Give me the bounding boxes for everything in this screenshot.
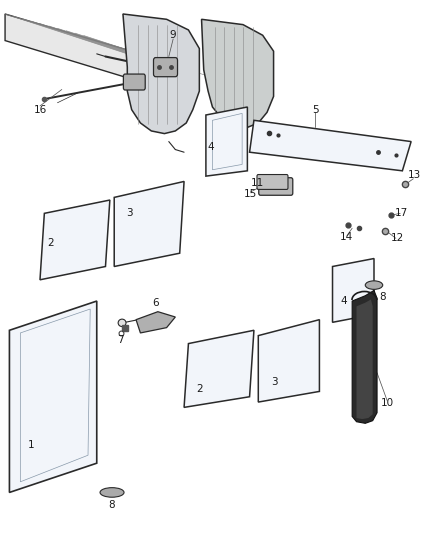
Polygon shape bbox=[184, 330, 254, 407]
Text: 4: 4 bbox=[207, 142, 214, 152]
Polygon shape bbox=[357, 300, 373, 419]
Text: 17: 17 bbox=[395, 208, 408, 219]
Polygon shape bbox=[114, 181, 184, 266]
Polygon shape bbox=[40, 200, 110, 280]
Text: 3: 3 bbox=[272, 377, 278, 387]
Ellipse shape bbox=[100, 488, 124, 497]
Text: 11: 11 bbox=[251, 177, 264, 188]
Text: 3: 3 bbox=[126, 208, 133, 219]
Text: 1: 1 bbox=[28, 440, 35, 450]
Text: 16: 16 bbox=[33, 104, 46, 115]
FancyBboxPatch shape bbox=[257, 174, 288, 189]
Ellipse shape bbox=[365, 281, 383, 289]
FancyBboxPatch shape bbox=[124, 74, 145, 90]
Ellipse shape bbox=[118, 319, 126, 327]
Text: 9: 9 bbox=[170, 30, 177, 41]
Text: 2: 2 bbox=[196, 384, 203, 394]
Polygon shape bbox=[10, 301, 97, 492]
Text: 2: 2 bbox=[48, 238, 54, 247]
FancyBboxPatch shape bbox=[259, 177, 293, 195]
Polygon shape bbox=[206, 107, 247, 176]
Polygon shape bbox=[352, 290, 377, 423]
Text: 15: 15 bbox=[244, 189, 257, 199]
Polygon shape bbox=[332, 259, 374, 322]
Polygon shape bbox=[201, 19, 274, 128]
Polygon shape bbox=[5, 14, 141, 78]
Text: 8: 8 bbox=[379, 292, 386, 302]
Text: 12: 12 bbox=[391, 233, 404, 244]
Text: 8: 8 bbox=[109, 499, 115, 510]
Text: 4: 4 bbox=[340, 296, 347, 306]
Polygon shape bbox=[250, 120, 411, 171]
Text: 7: 7 bbox=[117, 335, 124, 345]
Text: 5: 5 bbox=[312, 104, 318, 115]
Text: 14: 14 bbox=[340, 232, 353, 242]
Polygon shape bbox=[258, 320, 319, 402]
Text: 13: 13 bbox=[408, 170, 421, 180]
Polygon shape bbox=[123, 14, 199, 134]
Text: 6: 6 bbox=[152, 297, 159, 308]
Text: 10: 10 bbox=[381, 398, 394, 408]
Polygon shape bbox=[136, 312, 175, 333]
FancyBboxPatch shape bbox=[153, 58, 177, 77]
